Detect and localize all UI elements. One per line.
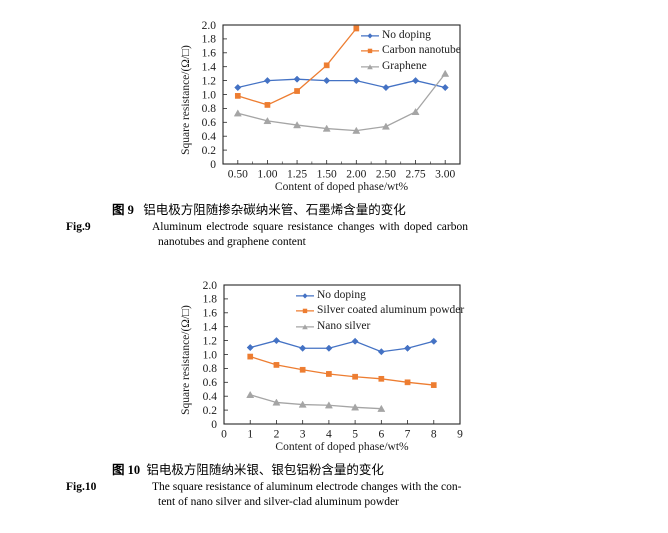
svg-text:7: 7 (405, 429, 411, 441)
svg-text:4: 4 (326, 429, 332, 441)
svg-text:5: 5 (352, 429, 358, 441)
svg-text:2.0: 2.0 (203, 280, 218, 292)
svg-text:3: 3 (300, 429, 306, 441)
svg-text:1.4: 1.4 (203, 322, 218, 334)
svg-text:1.8: 1.8 (203, 294, 218, 306)
svg-text:1.6: 1.6 (203, 308, 218, 320)
svg-text:0.2: 0.2 (203, 405, 218, 417)
svg-text:1.2: 1.2 (203, 335, 218, 347)
svg-text:8: 8 (431, 429, 437, 441)
svg-text:0.6: 0.6 (203, 377, 218, 389)
svg-text:2: 2 (274, 429, 280, 441)
svg-text:6: 6 (378, 429, 384, 441)
svg-text:0: 0 (211, 419, 217, 431)
svg-text:1: 1 (247, 429, 253, 441)
svg-text:0.8: 0.8 (203, 363, 218, 375)
svg-text:0.4: 0.4 (203, 391, 218, 403)
svg-text:9: 9 (457, 429, 463, 441)
svg-text:0: 0 (221, 429, 227, 441)
svg-text:1.0: 1.0 (203, 349, 218, 361)
